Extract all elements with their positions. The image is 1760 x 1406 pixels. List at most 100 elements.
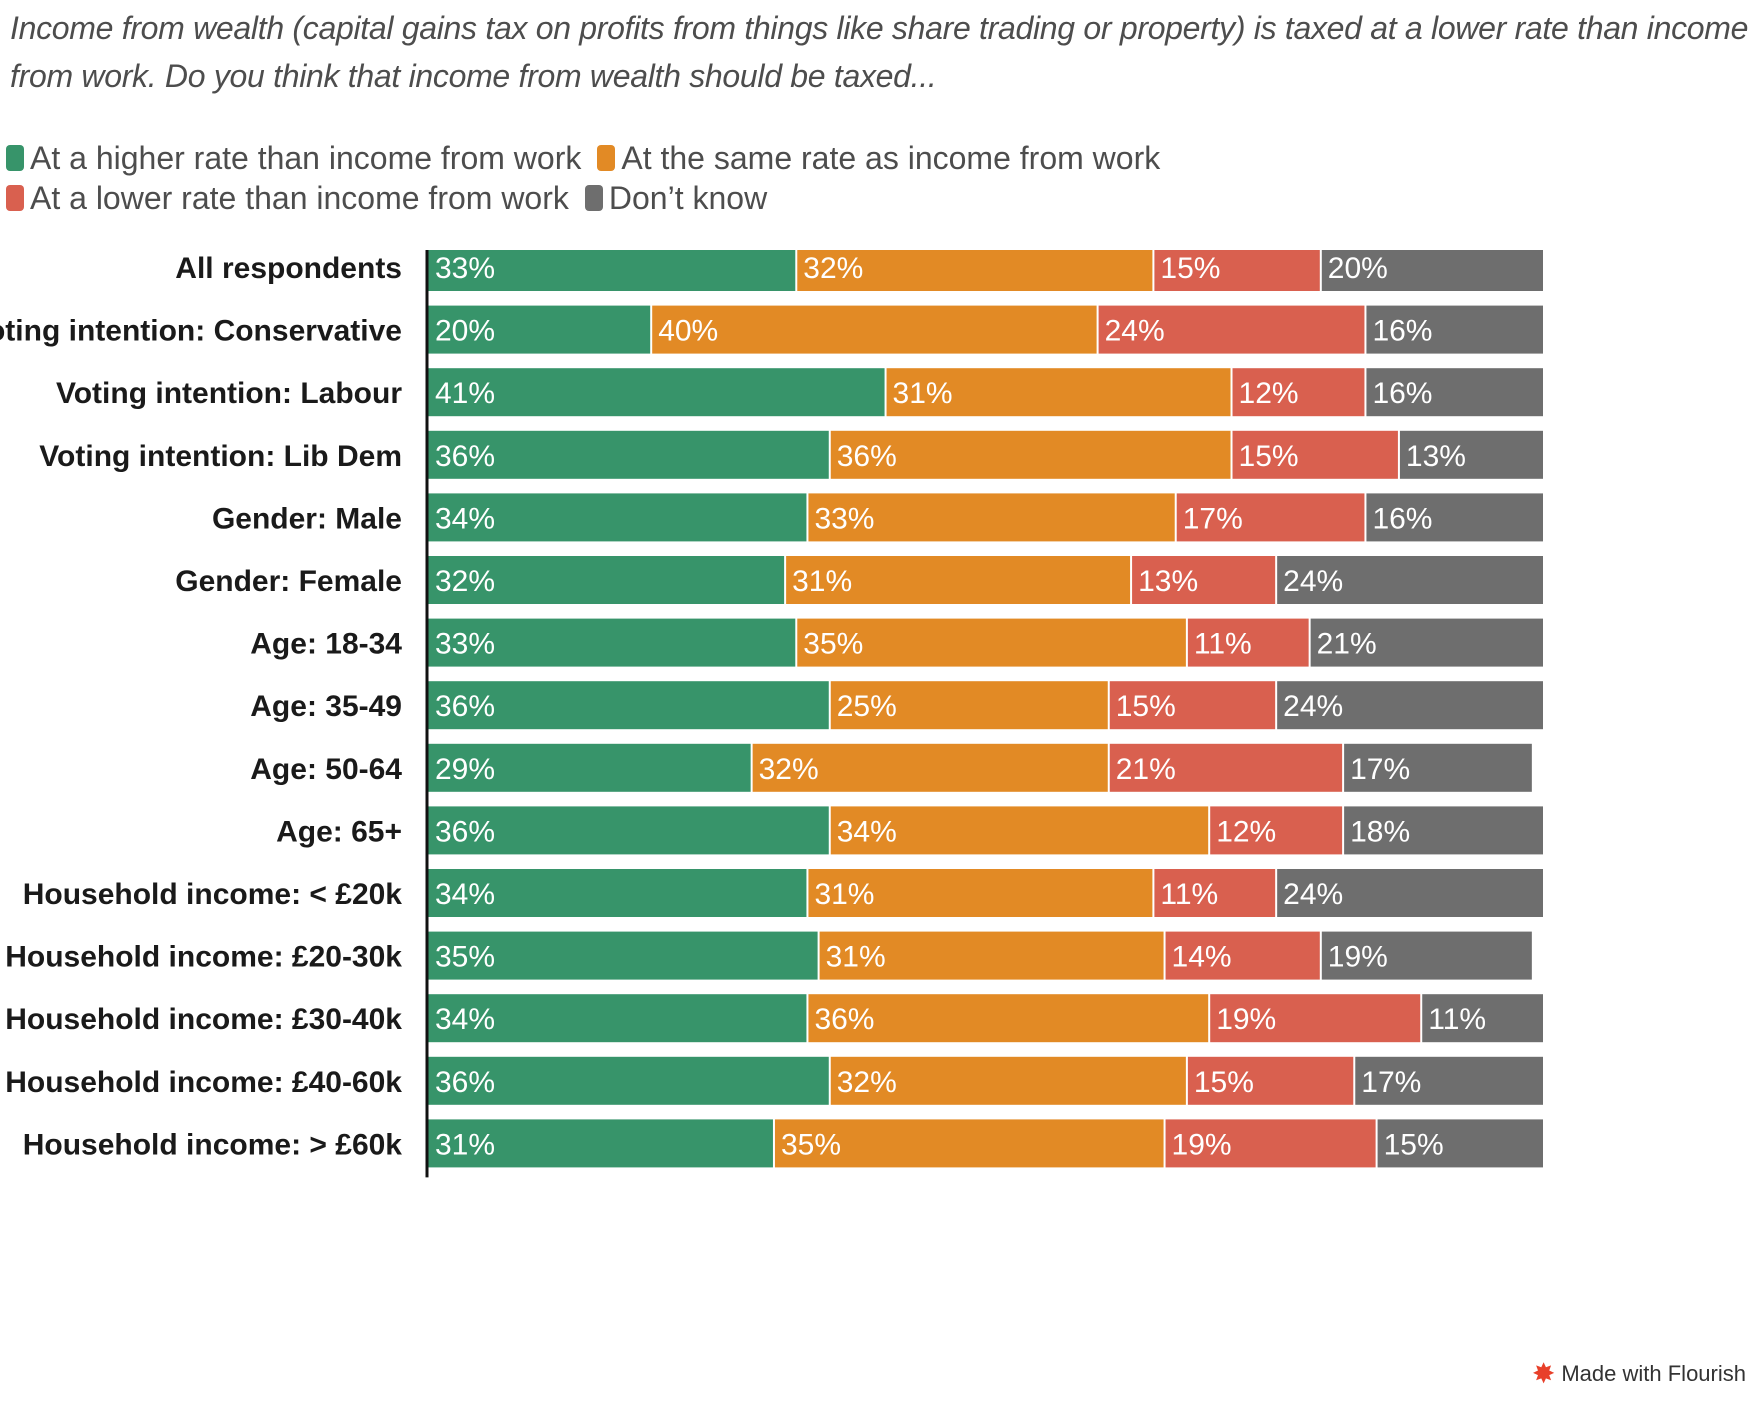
bar-segment-dont-know[interactable]: [1321, 931, 1532, 980]
bar-segment-lower[interactable]: [1210, 994, 1421, 1043]
legend-label-higher: At a higher rate than income from work: [30, 139, 582, 176]
bar-segment-higher[interactable]: [428, 1056, 829, 1105]
bar-segment-dont-know[interactable]: [1277, 869, 1543, 917]
value-label-dont-know: 19%: [1328, 941, 1388, 974]
bar-segment-dont-know[interactable]: [1422, 994, 1543, 1043]
bar-segment-dont-know[interactable]: [1377, 1119, 1543, 1168]
bar-segment-higher[interactable]: [428, 556, 785, 604]
bar-segment-dont-know[interactable]: [1344, 806, 1543, 855]
bar-row: Household income: > £60k 31% 35% 19% 15%: [23, 1119, 1543, 1168]
bar-segment-higher[interactable]: [428, 1119, 773, 1168]
legend-label-same: At the same rate as income from work: [621, 139, 1161, 176]
bar-segment-lower[interactable]: [1187, 618, 1309, 667]
bar-segment-same[interactable]: [774, 1119, 1164, 1168]
bar-segment-higher[interactable]: [428, 618, 796, 667]
bar-row: Household income: £40-60k 36% 32% 15% 17%: [5, 1056, 1543, 1105]
value-label-lower: 11%: [1160, 878, 1218, 911]
bar-segment-lower[interactable]: [1109, 743, 1343, 792]
bar-row: Age: 18-34 33% 35% 11% 21%: [250, 618, 1543, 667]
legend-item-same[interactable]: At the same rate as income from work: [597, 140, 1160, 177]
bar-row: Voting intention: Labour 41% 31% 12% 16%: [56, 368, 1543, 417]
value-label-dont-know: 16%: [1372, 315, 1432, 348]
bar-segment-same[interactable]: [808, 869, 1153, 917]
bar-segment-lower[interactable]: [1109, 681, 1276, 730]
bar-segment-same[interactable]: [886, 368, 1231, 417]
value-label-same: 35%: [781, 1128, 841, 1161]
value-label-higher: 36%: [435, 1066, 495, 1099]
bar-segment-same[interactable]: [830, 806, 1209, 855]
bar-segment-dont-know[interactable]: [1344, 743, 1532, 792]
bar-segment-same[interactable]: [808, 493, 1175, 542]
bar-segment-same[interactable]: [819, 931, 1164, 980]
value-label-lower: 15%: [1194, 1066, 1254, 1099]
bar-segment-same[interactable]: [808, 994, 1209, 1043]
bar-segment-lower[interactable]: [1154, 869, 1276, 917]
bar-segment-dont-know[interactable]: [1366, 368, 1543, 417]
bar-segment-dont-know[interactable]: [1277, 681, 1543, 730]
bar-segment-higher[interactable]: [428, 994, 807, 1043]
bar-segment-dont-know[interactable]: [1399, 430, 1543, 479]
bar-segment-same[interactable]: [830, 430, 1231, 479]
value-label-same: 36%: [837, 440, 897, 473]
bar-segment-higher[interactable]: [428, 250, 796, 291]
bar-segment-same[interactable]: [797, 618, 1186, 667]
value-label-lower: 21%: [1116, 753, 1176, 786]
bar-segment-higher[interactable]: [428, 743, 751, 792]
value-label-lower: 15%: [1116, 690, 1176, 723]
bar-segment-same[interactable]: [786, 556, 1131, 604]
value-label-same: 36%: [814, 1003, 874, 1036]
bar-segment-lower[interactable]: [1187, 1056, 1354, 1105]
legend-item-dont-know[interactable]: Don’t know: [584, 180, 767, 217]
bar-segment-lower[interactable]: [1232, 430, 1398, 479]
bar-segment-lower[interactable]: [1098, 305, 1365, 354]
bar-row: Age: 65+ 36% 34% 12% 18%: [276, 806, 1543, 855]
bar-segment-dont-know[interactable]: [1321, 250, 1543, 291]
bar-segment-dont-know[interactable]: [1366, 493, 1543, 542]
flourish-credit[interactable]: ✸ Made with Flourish: [1532, 1360, 1746, 1388]
bar-segment-lower[interactable]: [1165, 1119, 1376, 1168]
legend-row-1: At a higher rate than income from work A…: [6, 138, 1206, 178]
bar-segment-lower[interactable]: [1232, 368, 1365, 417]
bar-segment-higher[interactable]: [428, 806, 829, 855]
chart-subtitle: Income from wealth (capital gains tax on…: [10, 10, 1749, 94]
value-label-dont-know: 24%: [1283, 565, 1343, 598]
legend-item-lower[interactable]: At a lower rate than income from work: [6, 180, 569, 217]
bar-segment-lower[interactable]: [1132, 556, 1276, 604]
category-label: Household income: £30-40k: [5, 1003, 402, 1036]
bar-segment-higher[interactable]: [428, 493, 807, 542]
legend-item-higher[interactable]: At a higher rate than income from work: [6, 140, 581, 177]
bar-segment-higher[interactable]: [428, 368, 885, 417]
bar-segment-higher[interactable]: [428, 305, 651, 354]
bar-segment-dont-know[interactable]: [1310, 618, 1543, 667]
bar-segment-dont-know[interactable]: [1355, 1056, 1543, 1105]
category-label: All respondents: [175, 252, 402, 285]
bar-segment-higher[interactable]: [428, 869, 807, 917]
value-label-same: 31%: [792, 565, 852, 598]
bar-row: Household income: £20-30k 35% 31% 14% 19%: [5, 931, 1532, 980]
bar-segment-dont-know[interactable]: [1277, 556, 1543, 604]
value-label-higher: 34%: [435, 1003, 495, 1036]
bar-segment-same[interactable]: [797, 250, 1153, 291]
bar-segment-lower[interactable]: [1154, 250, 1320, 291]
bar-row: All respondents 33% 32% 15% 20%: [175, 250, 1543, 291]
bar-segment-same[interactable]: [830, 1056, 1186, 1105]
bar-segment-same[interactable]: [830, 681, 1108, 730]
bar-segment-lower[interactable]: [1176, 493, 1365, 542]
bar-segment-lower[interactable]: [1165, 931, 1320, 980]
bar-segment-higher[interactable]: [428, 681, 829, 730]
bar-segment-higher[interactable]: [428, 430, 829, 479]
value-label-higher: 33%: [435, 628, 495, 661]
value-label-higher: 36%: [435, 815, 495, 848]
category-label: Voting intention: Lib Dem: [39, 440, 402, 473]
value-label-higher: 36%: [435, 440, 495, 473]
bar-segment-same[interactable]: [752, 743, 1108, 792]
chart-legend: At a higher rate than income from work A…: [6, 138, 1206, 218]
bar-segment-same[interactable]: [652, 305, 1097, 354]
bar-segment-higher[interactable]: [428, 931, 818, 980]
bar-row: Age: 50-64 29% 32% 21% 17%: [250, 743, 1532, 792]
bar-segment-dont-know[interactable]: [1366, 305, 1543, 354]
value-label-higher: 33%: [435, 252, 495, 285]
value-label-dont-know: 24%: [1283, 878, 1343, 911]
category-label: Gender: Male: [212, 502, 402, 535]
bar-segment-lower[interactable]: [1210, 806, 1343, 855]
